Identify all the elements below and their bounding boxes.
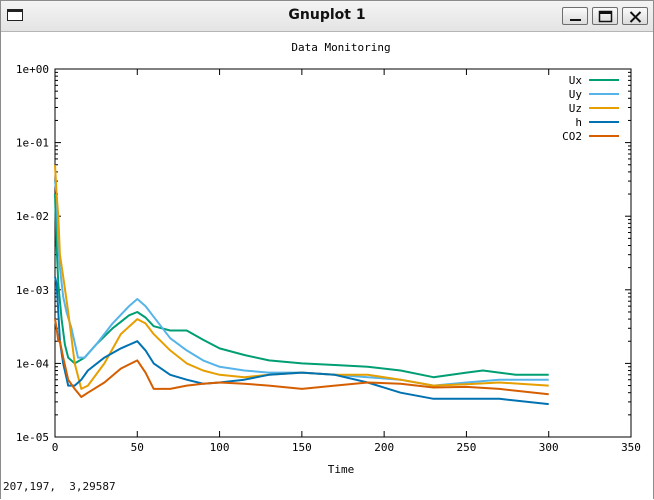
x-tick-label: 100 [210, 441, 230, 454]
series-line-uz [54, 164, 549, 390]
y-tick-label: 1e-04 [16, 357, 49, 370]
maximize-button[interactable] [592, 7, 618, 25]
y-tick-label: 1e+00 [16, 63, 49, 76]
plot-border [54, 68, 632, 438]
x-tick-label: 50 [131, 441, 144, 454]
status-coordinates: 207,197, 3,29587 [3, 480, 116, 493]
window-title: Gnuplot 1 [288, 7, 366, 23]
x-axis-label: Time [328, 463, 355, 476]
series-line-h [54, 276, 549, 406]
close-button[interactable] [622, 7, 648, 25]
x-tick-label: 300 [539, 441, 559, 454]
x-tick-label: 350 [621, 441, 641, 454]
legend-label-h: h [575, 116, 582, 129]
maximize-icon [598, 10, 613, 23]
x-tick-label: 200 [374, 441, 394, 454]
minimize-icon [570, 19, 581, 21]
chart-svg: Data Monitoring Time 0 50 100 150 200 250 300 3… [16, 41, 641, 476]
x-tick-label: 150 [292, 441, 312, 454]
y-tick-label: 1e-01 [16, 137, 49, 150]
series-line-uy [54, 180, 549, 387]
x-tick-label: 0 [52, 441, 59, 454]
y-tick-label: 1e-05 [16, 431, 49, 444]
title-bar[interactable]: Gnuplot 1 [1, 1, 653, 32]
legend-label-uz: Uz [569, 102, 582, 115]
close-icon [629, 11, 642, 23]
y-tick-label: 1e-03 [16, 284, 49, 297]
series-line-co2 [54, 318, 549, 398]
chart-title: Data Monitoring [291, 41, 390, 54]
legend-label-ux: Ux [569, 74, 583, 87]
window-icon[interactable] [7, 9, 23, 21]
plot-canvas[interactable]: Data Monitoring Time 0 50 100 150 200 250 300 3… [1, 32, 653, 500]
minimize-button[interactable] [562, 7, 588, 25]
legend-label-uy: Uy [569, 88, 583, 101]
y-tick-label: 1e-02 [16, 210, 49, 223]
series-line-ux [54, 193, 549, 379]
x-tick-label: 250 [456, 441, 476, 454]
legend-label-co2: CO2 [562, 130, 582, 143]
